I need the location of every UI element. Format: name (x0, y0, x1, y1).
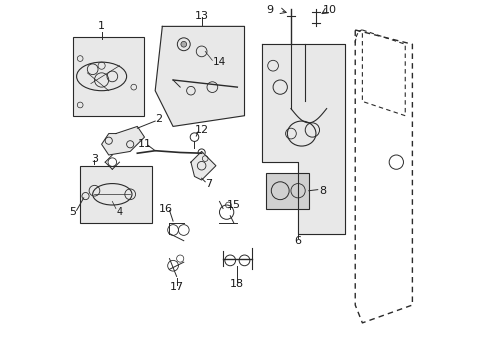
Polygon shape (190, 152, 216, 180)
Text: 12: 12 (194, 125, 208, 135)
Text: 8: 8 (319, 186, 326, 196)
Text: 3: 3 (91, 154, 98, 163)
Text: 14: 14 (212, 57, 225, 67)
Text: 1: 1 (98, 21, 105, 31)
Text: 4: 4 (116, 207, 122, 217)
Text: 15: 15 (226, 200, 240, 210)
Text: 7: 7 (205, 179, 212, 189)
Text: 17: 17 (169, 282, 183, 292)
Text: 6: 6 (294, 236, 301, 246)
Text: 9: 9 (265, 5, 272, 15)
Text: 2: 2 (155, 114, 162, 124)
Text: 5: 5 (69, 207, 77, 217)
Text: 11: 11 (137, 139, 151, 149)
Text: 16: 16 (159, 203, 173, 213)
Text: 18: 18 (230, 279, 244, 289)
Text: 10: 10 (323, 5, 337, 15)
Polygon shape (102, 126, 144, 155)
FancyBboxPatch shape (80, 166, 151, 223)
FancyBboxPatch shape (73, 37, 144, 116)
Polygon shape (155, 26, 244, 126)
Polygon shape (262, 44, 344, 234)
Circle shape (181, 41, 186, 47)
Text: 13: 13 (194, 11, 208, 21)
FancyBboxPatch shape (265, 173, 308, 208)
